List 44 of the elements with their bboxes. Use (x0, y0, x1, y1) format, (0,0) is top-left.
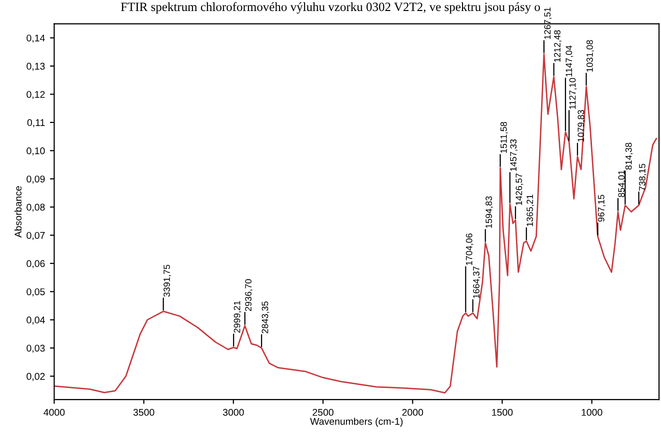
annotation: 1365,21 (526, 194, 534, 226)
y-tick-label: 0,03 (26, 344, 45, 353)
annotation: 1594,83 (486, 196, 494, 228)
chart-title: FTIR spektrum chloroformového výluhu vzorku 0302 V2T2, ve spektru jsou pásy o (120, 2, 540, 14)
x-tick-label: 3500 (133, 408, 154, 416)
x-tick-label: 4000 (44, 408, 65, 416)
y-tick-label: 0,10 (26, 147, 45, 156)
x-tick-label: 3000 (222, 408, 244, 416)
y-tick-label: 0,08 (26, 204, 45, 212)
annotation: 2843,35 (262, 301, 270, 334)
x-tick-label: 1000 (582, 408, 602, 416)
y-tick-label: 0,07 (26, 232, 45, 240)
annotation: 1704,06 (466, 233, 474, 265)
y-tick-label: 0,12 (26, 90, 45, 100)
x-tick-label: 2000 (402, 408, 424, 416)
annotation: 1457,33 (510, 139, 518, 171)
annotation: 967,15 (598, 194, 606, 222)
annotation: 854,01 (618, 170, 626, 198)
annotation: 1147,04 (566, 45, 574, 76)
y-tick-label: 0,05 (26, 288, 45, 296)
x-axis-title: Wavenumbers (cm-1) (310, 418, 403, 427)
annotation: 1267,51 (544, 7, 552, 39)
y-tick-label: 0,09 (26, 176, 45, 184)
y-axis-title: Absorbance (14, 186, 22, 238)
x-tick-label: 2500 (312, 408, 334, 416)
annotation: 1426,57 (516, 174, 524, 206)
y-tick-label: 0,04 (26, 316, 45, 325)
annotation: 2999,21 (234, 300, 242, 333)
y-tick-label: 0,11 (27, 119, 45, 128)
annotation: 1212,48 (554, 30, 562, 62)
y-tick-label: 0,14 (26, 34, 45, 43)
annotation: 1664,37 (473, 266, 481, 298)
x-tick-label: 1500 (492, 408, 513, 416)
y-tick-label: 0,06 (26, 260, 45, 268)
annotation: 2936,70 (245, 279, 253, 311)
y-tick-label: 0,13 (26, 62, 45, 71)
annotation: 1031,08 (586, 40, 594, 72)
annotation: 3391,75 (164, 264, 172, 297)
y-tick-label: 0,02 (26, 372, 45, 381)
annotation: 814,38 (625, 142, 633, 170)
annotation: 1511,58 (500, 122, 508, 153)
annotation: 738,15 (639, 164, 646, 191)
annotation: 1127,10 (569, 78, 577, 109)
annotation: 1079,83 (578, 110, 586, 142)
